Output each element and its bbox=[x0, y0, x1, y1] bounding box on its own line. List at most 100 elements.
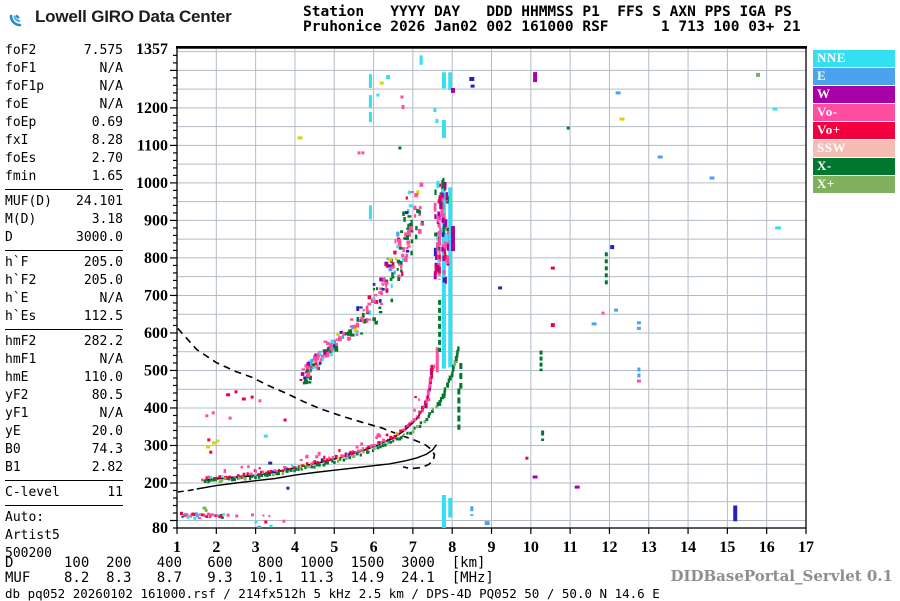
autoscale-info-line: Auto: bbox=[5, 510, 45, 525]
param-label: C-level bbox=[5, 485, 60, 500]
echo-direction-legend: NNE E W Vo- Vo+ SSW X- X+ bbox=[813, 50, 895, 194]
legend-item-ssw[interactable]: SSW bbox=[813, 140, 895, 157]
y-axis-label: 800 bbox=[144, 250, 168, 267]
param-label: foEs bbox=[5, 151, 37, 166]
param-row-fof1p: foF1p N/A bbox=[5, 78, 123, 96]
param-value: 2.82 bbox=[91, 460, 123, 475]
param-value: N/A bbox=[99, 406, 123, 421]
param-label: D bbox=[5, 230, 13, 245]
param-row-b1: B1 2.82 bbox=[5, 459, 123, 477]
x-axis-label: 8 bbox=[448, 539, 456, 556]
param-label: fmin bbox=[5, 169, 37, 184]
station-header-line1: Station YYYY DAY DDD HHMMSS P1 FFS S AXN… bbox=[303, 4, 792, 20]
muf-table: D 100 200 400 600 800 1000 1500 3000 [km… bbox=[5, 556, 494, 585]
muf-table-muf-row: MUF 8.2 8.3 8.7 9.3 10.1 11.3 14.9 24.1 … bbox=[5, 569, 494, 586]
param-label: h`E bbox=[5, 291, 29, 306]
status-line: db pq052 20260102 161000.rsf / 214fx512h… bbox=[5, 586, 660, 601]
y-axis-label: 1000 bbox=[136, 175, 168, 192]
param-label: foEp bbox=[5, 115, 37, 130]
param-row-mufd: MUF(D) 24.101 bbox=[5, 193, 123, 211]
param-row-fmin: fmin 1.65 bbox=[5, 168, 123, 186]
param-value: 11 bbox=[107, 485, 123, 500]
param-row-fof2: foF2 7.575 bbox=[5, 42, 123, 60]
y-axis-label: 1200 bbox=[136, 100, 168, 117]
station-header-line2: Pruhonice 2026 Jan02 002 161000 RSF 1 71… bbox=[303, 19, 801, 35]
param-value: 2.70 bbox=[91, 151, 123, 166]
param-row-hme: hmE 110.0 bbox=[5, 369, 123, 387]
legend-item-w[interactable]: W bbox=[813, 86, 895, 103]
param-label: B0 bbox=[5, 442, 21, 457]
param-value: 282.2 bbox=[83, 334, 123, 349]
param-value: 1.65 bbox=[91, 169, 123, 184]
autoscale-info-line: Artist5 bbox=[5, 528, 60, 543]
y-axis-label: 1100 bbox=[137, 137, 168, 154]
brand-title: Lowell GIRO Data Center bbox=[35, 7, 232, 26]
x-axis-label: 4 bbox=[291, 539, 299, 556]
param-label: hmE bbox=[5, 370, 29, 385]
panel-divider bbox=[5, 480, 123, 481]
param-row-fof1: foF1 N/A bbox=[5, 60, 123, 78]
param-row-b0: B0 74.3 bbox=[5, 441, 123, 459]
param-row-hmf1: hmF1 N/A bbox=[5, 351, 123, 369]
param-value: N/A bbox=[99, 291, 123, 306]
panel-divider bbox=[5, 189, 123, 190]
param-value: 112.5 bbox=[83, 309, 123, 324]
station-header: Station YYYY DAY DDD HHMMSS P1 FFS S AXN… bbox=[303, 5, 801, 35]
param-label: yF2 bbox=[5, 388, 29, 403]
y-axis-label: 600 bbox=[144, 325, 168, 342]
y-axis-label: 200 bbox=[144, 475, 168, 492]
legend-item-e[interactable]: E bbox=[813, 68, 895, 85]
param-label: hmF2 bbox=[5, 334, 37, 349]
y-axis-label: 80 bbox=[152, 520, 168, 537]
param-label: h`F2 bbox=[5, 273, 37, 288]
param-value: 74.3 bbox=[91, 442, 123, 457]
app-logo: Lowell GIRO Data Center bbox=[6, 5, 232, 29]
param-row-foe: foE N/A bbox=[5, 96, 123, 114]
x-axis-label: 9 bbox=[488, 539, 496, 556]
autoscale-info-line: 500200 bbox=[5, 546, 52, 561]
y-axis-label: 300 bbox=[144, 437, 168, 454]
y-axis-label: 500 bbox=[144, 362, 168, 379]
param-row-clevel: C-level 11 bbox=[5, 484, 123, 502]
param-value: 3000.0 bbox=[76, 230, 123, 245]
legend-item-x[interactable]: X+ bbox=[813, 176, 895, 193]
param-value: 24.101 bbox=[76, 194, 123, 209]
giro-logo-icon bbox=[9, 14, 22, 27]
legend-item-vo[interactable]: Vo+ bbox=[813, 122, 895, 139]
panel-divider bbox=[5, 329, 123, 330]
param-label: foE bbox=[5, 97, 29, 112]
x-axis-label: 17 bbox=[798, 539, 814, 556]
param-row-hes: h`Es 112.5 bbox=[5, 308, 123, 326]
legend-item-vo[interactable]: Vo- bbox=[813, 104, 895, 121]
param-row-hf: h`F 205.0 bbox=[5, 254, 123, 272]
y-axis-label: 900 bbox=[144, 212, 168, 229]
param-value: 8.28 bbox=[91, 133, 123, 148]
legend-item-x[interactable]: X- bbox=[813, 158, 895, 175]
scaled-parameters-panel: foF2 7.575 foF1 N/A foF1p N/A foE N/A foEp 0.69 fx… bbox=[5, 42, 123, 563]
param-label: fxI bbox=[5, 133, 29, 148]
param-row-hf2: h`F2 205.0 bbox=[5, 272, 123, 290]
y-axis-label: 700 bbox=[144, 287, 168, 304]
panel-divider bbox=[5, 250, 123, 251]
param-label: B1 bbox=[5, 460, 21, 475]
param-row-hmf2: hmF2 282.2 bbox=[5, 333, 123, 351]
param-row-foep: foEp 0.69 bbox=[5, 114, 123, 132]
x-axis-label: 11 bbox=[563, 539, 578, 556]
param-row-he: h`E N/A bbox=[5, 290, 123, 308]
param-row-foes: foEs 2.70 bbox=[5, 150, 123, 168]
param-value: 205.0 bbox=[83, 255, 123, 270]
param-label: foF1 bbox=[5, 61, 37, 76]
x-axis-label: 16 bbox=[759, 539, 775, 556]
param-row-yf1: yF1 N/A bbox=[5, 405, 123, 423]
legend-item-nne[interactable]: NNE bbox=[813, 50, 895, 67]
x-axis-label: 7 bbox=[409, 539, 417, 556]
y-axis-label: 1357 bbox=[136, 41, 168, 58]
x-axis-label: 2 bbox=[212, 539, 220, 556]
x-axis-label: 10 bbox=[523, 539, 539, 556]
param-value: 205.0 bbox=[83, 273, 123, 288]
param-label: foF2 bbox=[5, 43, 37, 58]
param-row-yf2: yF2 80.5 bbox=[5, 387, 123, 405]
param-value: 3.18 bbox=[91, 212, 123, 227]
x-axis-label: 1 bbox=[173, 539, 181, 556]
